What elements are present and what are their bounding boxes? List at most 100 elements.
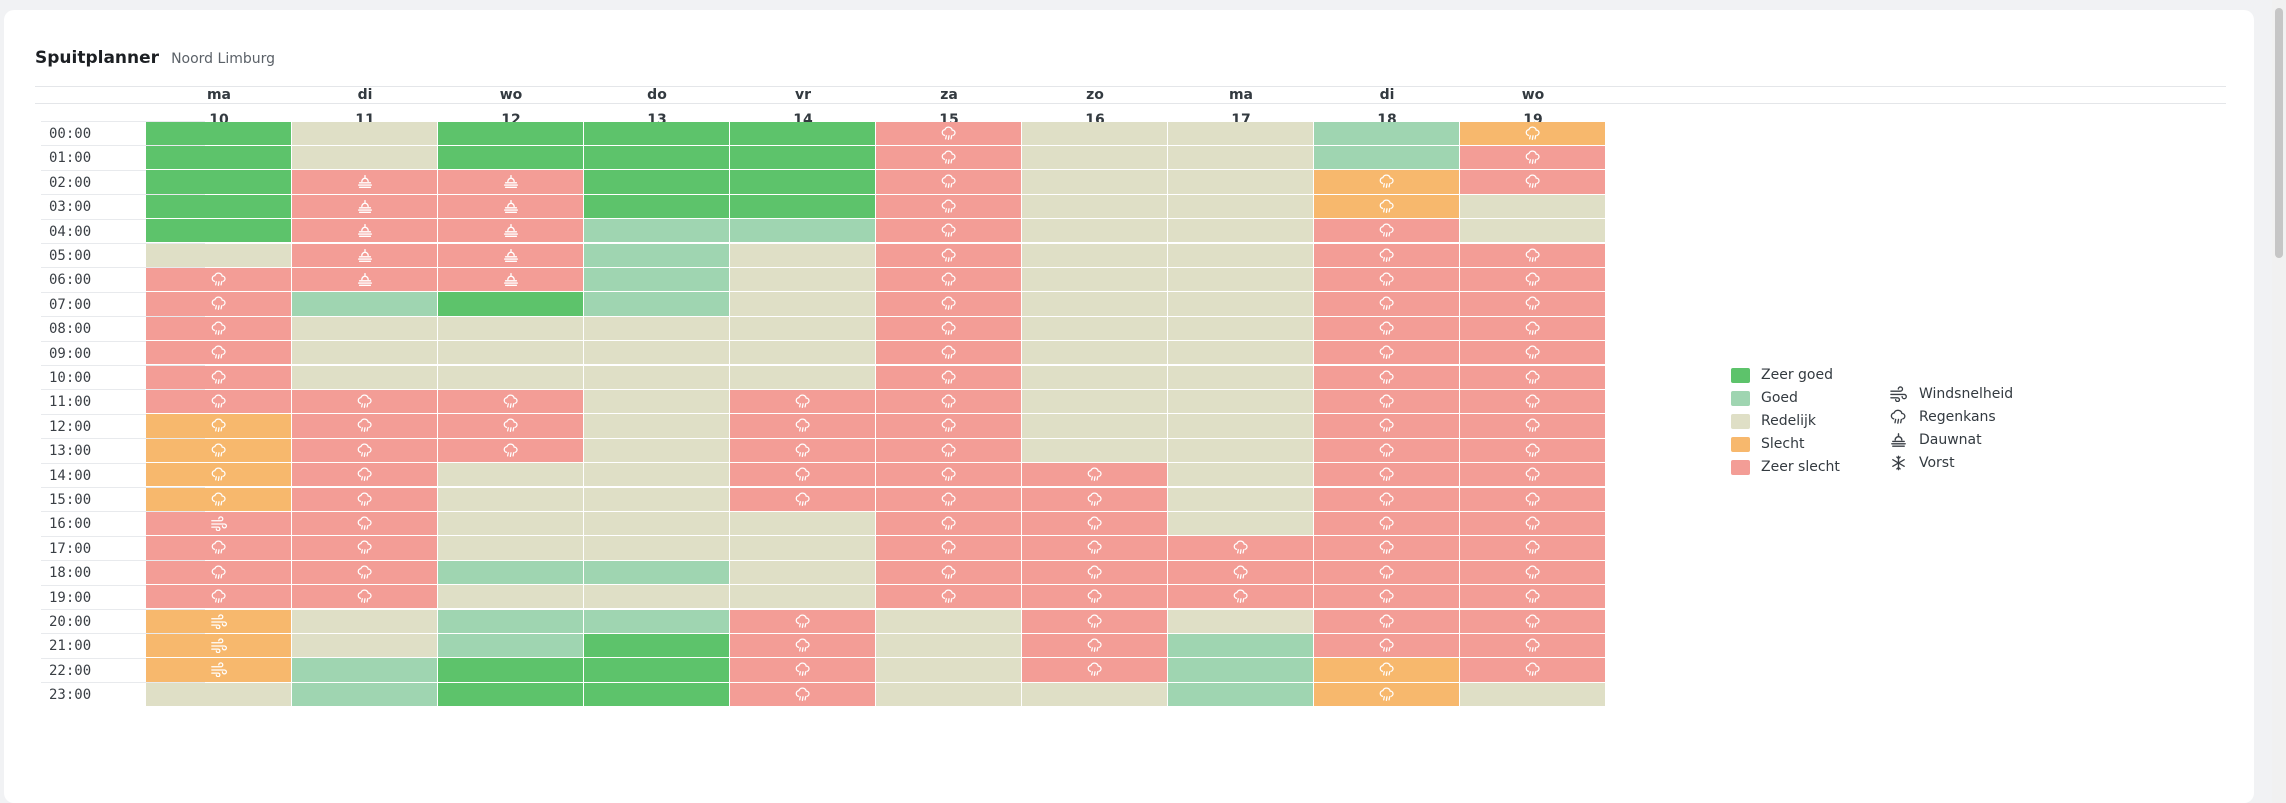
forecast-cell[interactable] <box>438 341 583 365</box>
forecast-cell[interactable] <box>1168 536 1313 560</box>
forecast-cell[interactable] <box>146 487 291 511</box>
forecast-cell[interactable] <box>146 365 291 389</box>
forecast-cell[interactable] <box>730 292 875 316</box>
forecast-cell[interactable] <box>876 389 1021 414</box>
forecast-cell[interactable] <box>1022 292 1167 316</box>
scrollbar-thumb[interactable] <box>2275 8 2283 258</box>
forecast-cell[interactable] <box>1314 389 1459 414</box>
forecast-cell[interactable] <box>1168 414 1313 438</box>
forecast-cell[interactable] <box>1168 658 1313 682</box>
forecast-cell[interactable] <box>1460 682 1605 706</box>
forecast-cell[interactable] <box>1022 170 1167 194</box>
forecast-cell[interactable] <box>584 560 729 584</box>
forecast-cell[interactable] <box>1168 438 1313 462</box>
forecast-cell[interactable] <box>584 511 729 536</box>
forecast-cell[interactable] <box>730 536 875 560</box>
forecast-cell[interactable] <box>876 341 1021 365</box>
forecast-cell[interactable] <box>146 145 291 170</box>
forecast-cell[interactable] <box>146 658 291 682</box>
forecast-cell[interactable] <box>1460 292 1605 316</box>
forecast-cell[interactable] <box>1022 219 1167 243</box>
forecast-cell[interactable] <box>730 487 875 511</box>
forecast-cell[interactable] <box>292 633 437 658</box>
forecast-cell[interactable] <box>584 365 729 389</box>
forecast-cell[interactable] <box>292 414 437 438</box>
forecast-cell[interactable] <box>876 487 1021 511</box>
forecast-cell[interactable] <box>146 511 291 536</box>
forecast-cell[interactable] <box>584 438 729 462</box>
forecast-cell[interactable] <box>1460 389 1605 414</box>
forecast-cell[interactable] <box>292 316 437 340</box>
forecast-cell[interactable] <box>1022 682 1167 706</box>
forecast-cell[interactable] <box>730 121 875 145</box>
forecast-cell[interactable] <box>1022 389 1167 414</box>
forecast-cell[interactable] <box>1314 487 1459 511</box>
forecast-cell[interactable] <box>292 170 437 194</box>
forecast-cell[interactable] <box>1022 194 1167 218</box>
forecast-cell[interactable] <box>1168 609 1313 633</box>
forecast-cell[interactable] <box>292 585 437 609</box>
forecast-cell[interactable] <box>292 145 437 170</box>
forecast-cell[interactable] <box>876 267 1021 292</box>
forecast-cell[interactable] <box>1314 414 1459 438</box>
forecast-cell[interactable] <box>1314 292 1459 316</box>
forecast-cell[interactable] <box>1314 243 1459 267</box>
forecast-cell[interactable] <box>1314 365 1459 389</box>
forecast-cell[interactable] <box>730 145 875 170</box>
forecast-cell[interactable] <box>1314 536 1459 560</box>
forecast-cell[interactable] <box>438 511 583 536</box>
forecast-cell[interactable] <box>584 170 729 194</box>
forecast-cell[interactable] <box>730 633 875 658</box>
forecast-cell[interactable] <box>876 414 1021 438</box>
forecast-cell[interactable] <box>438 292 583 316</box>
forecast-cell[interactable] <box>876 170 1021 194</box>
forecast-cell[interactable] <box>584 487 729 511</box>
forecast-cell[interactable] <box>730 267 875 292</box>
forecast-cell[interactable] <box>876 682 1021 706</box>
forecast-cell[interactable] <box>1314 267 1459 292</box>
forecast-cell[interactable] <box>1460 560 1605 584</box>
forecast-cell[interactable] <box>292 267 437 292</box>
forecast-cell[interactable] <box>876 536 1021 560</box>
forecast-cell[interactable] <box>1314 560 1459 584</box>
forecast-cell[interactable] <box>584 585 729 609</box>
forecast-cell[interactable] <box>146 609 291 633</box>
forecast-cell[interactable] <box>876 219 1021 243</box>
forecast-cell[interactable] <box>146 536 291 560</box>
forecast-cell[interactable] <box>876 658 1021 682</box>
forecast-cell[interactable] <box>438 145 583 170</box>
forecast-cell[interactable] <box>1168 511 1313 536</box>
forecast-cell[interactable] <box>1314 633 1459 658</box>
forecast-cell[interactable] <box>1168 560 1313 584</box>
forecast-cell[interactable] <box>1460 585 1605 609</box>
forecast-cell[interactable] <box>1460 170 1605 194</box>
forecast-cell[interactable] <box>1314 121 1459 145</box>
forecast-cell[interactable] <box>1168 267 1313 292</box>
forecast-cell[interactable] <box>438 560 583 584</box>
forecast-cell[interactable] <box>876 292 1021 316</box>
forecast-cell[interactable] <box>292 438 437 462</box>
forecast-cell[interactable] <box>1168 170 1313 194</box>
forecast-cell[interactable] <box>730 194 875 218</box>
forecast-cell[interactable] <box>438 389 583 414</box>
forecast-cell[interactable] <box>730 682 875 706</box>
forecast-cell[interactable] <box>1168 633 1313 658</box>
forecast-cell[interactable] <box>1314 341 1459 365</box>
forecast-cell[interactable] <box>876 560 1021 584</box>
forecast-cell[interactable] <box>1168 463 1313 487</box>
forecast-cell[interactable] <box>730 219 875 243</box>
forecast-cell[interactable] <box>1022 341 1167 365</box>
forecast-cell[interactable] <box>438 536 583 560</box>
forecast-cell[interactable] <box>292 121 437 145</box>
forecast-cell[interactable] <box>1168 219 1313 243</box>
forecast-cell[interactable] <box>1314 609 1459 633</box>
forecast-cell[interactable] <box>584 682 729 706</box>
forecast-cell[interactable] <box>438 585 583 609</box>
forecast-cell[interactable] <box>1022 121 1167 145</box>
forecast-cell[interactable] <box>876 316 1021 340</box>
forecast-cell[interactable] <box>438 414 583 438</box>
forecast-cell[interactable] <box>730 511 875 536</box>
forecast-cell[interactable] <box>438 194 583 218</box>
forecast-cell[interactable] <box>1460 609 1605 633</box>
forecast-cell[interactable] <box>730 389 875 414</box>
